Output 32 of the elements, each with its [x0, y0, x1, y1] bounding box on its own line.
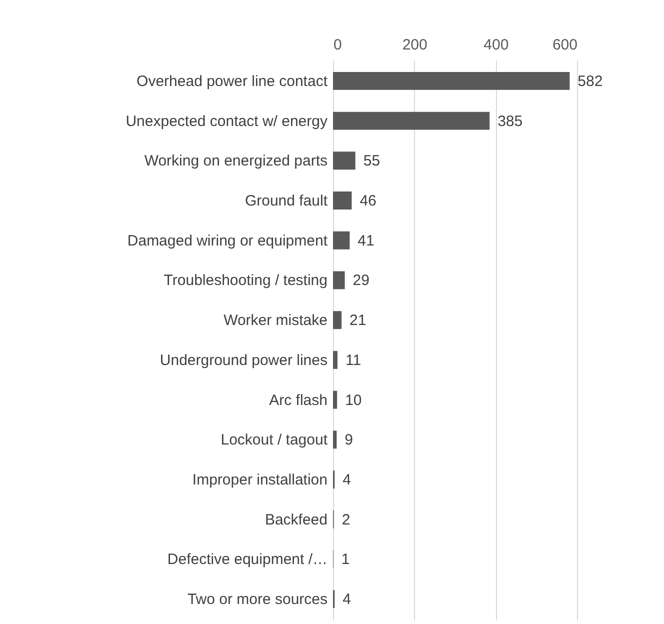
data-label: 4: [342, 472, 351, 488]
y-tick-label: Lockout / tagout: [220, 432, 328, 449]
x-tick-label: 200: [402, 36, 428, 54]
data-label: 21: [350, 312, 366, 330]
y-tick-label: Overhead power line contact: [136, 72, 328, 90]
data-label: 4: [342, 591, 351, 608]
y-tick-label: Underground power lines: [160, 352, 328, 369]
y-tick-label: Unexpected contact w/ energy: [126, 112, 328, 130]
data-label: 582: [578, 72, 603, 90]
y-tick-label: Two or more sources: [187, 591, 328, 608]
data-label: 1: [341, 551, 350, 568]
data-label: 10: [345, 392, 362, 409]
y-tick-label: Arc flash: [269, 392, 328, 409]
y-tick-label: Ground fault: [244, 192, 328, 210]
x-tick-label: 400: [484, 36, 509, 54]
x-tick-label: 600: [552, 36, 578, 54]
y-tick-label: Troubleshooting / testing: [164, 272, 328, 290]
y-tick-label: Worker mistake: [224, 312, 328, 330]
y-tick-label: Improper installation: [192, 472, 328, 488]
data-label: 9: [344, 432, 354, 449]
data-label: 29: [352, 272, 370, 290]
data-label: 41: [358, 232, 374, 250]
data-label: 2: [342, 511, 350, 528]
y-tick-label: Backfeed: [264, 511, 328, 528]
x-tick-label: 0: [334, 36, 342, 54]
y-tick-label: Defective equipment /…: [167, 551, 328, 568]
data-label: 11: [345, 352, 362, 369]
y-tick-label: Working on energized parts: [144, 152, 328, 170]
y-tick-label: Damaged wiring or equipment: [127, 232, 328, 250]
data-label: 385: [498, 112, 523, 130]
data-label: 55: [363, 152, 380, 170]
data-label: 46: [360, 192, 376, 210]
